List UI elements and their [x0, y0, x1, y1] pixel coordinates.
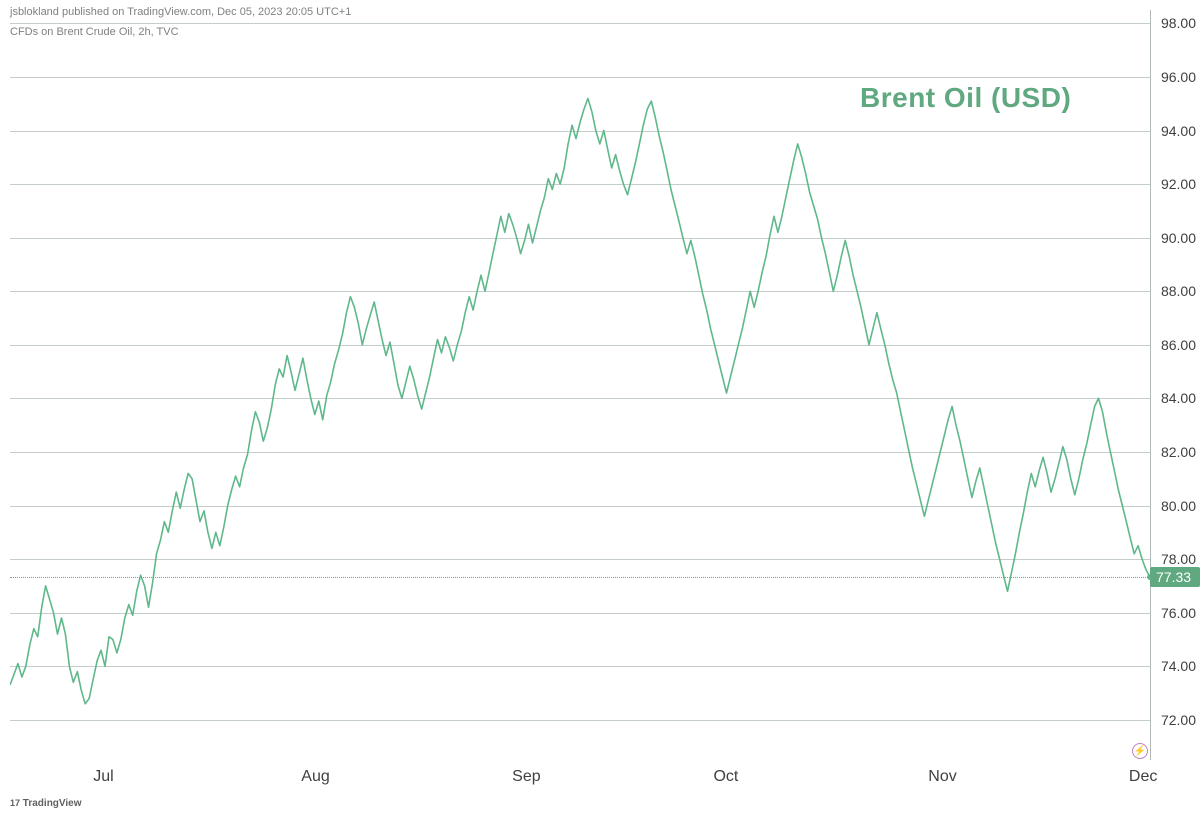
y-axis: 72.00 74.00 76.00 78.00 80.00 82.00 84.00 86.00… [1150, 10, 1200, 760]
x-tick-label: Nov [928, 768, 956, 786]
y-tick-label: 78.00 [1161, 551, 1196, 567]
price-line-series [10, 10, 1150, 760]
y-tick-label: 88.00 [1161, 283, 1196, 299]
y-tick-label: 82.00 [1161, 444, 1196, 460]
y-tick-label: 76.00 [1161, 605, 1196, 621]
y-tick-label: 86.00 [1161, 337, 1196, 353]
y-tick-label: 72.00 [1161, 712, 1196, 728]
x-tick-label: Jul [93, 768, 113, 786]
chart-plot-area[interactable] [10, 10, 1150, 760]
y-tick-label: 94.00 [1161, 123, 1196, 139]
y-tick-label: 74.00 [1161, 658, 1196, 674]
y-tick-label: 84.00 [1161, 390, 1196, 406]
current-price-badge: 77.33 [1150, 567, 1200, 587]
x-tick-label: Dec [1129, 768, 1157, 786]
flash-icon[interactable]: ⚡ [1132, 743, 1148, 759]
y-tick-label: 80.00 [1161, 498, 1196, 514]
y-tick-label: 96.00 [1161, 69, 1196, 85]
x-tick-label: Sep [512, 768, 540, 786]
y-tick-label: 92.00 [1161, 176, 1196, 192]
x-tick-label: Aug [301, 768, 329, 786]
y-tick-label: 90.00 [1161, 230, 1196, 246]
x-tick-label: Oct [713, 768, 738, 786]
y-tick-label: 98.00 [1161, 15, 1196, 31]
tradingview-watermark: 17 TradingView [10, 798, 82, 809]
